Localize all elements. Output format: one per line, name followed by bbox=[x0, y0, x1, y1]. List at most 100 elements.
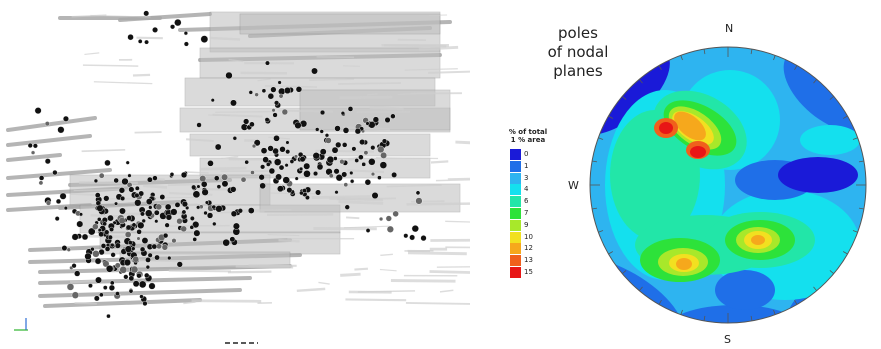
working-segment bbox=[340, 274, 360, 275]
working-segment bbox=[339, 202, 384, 204]
working-segment bbox=[309, 79, 354, 80]
mine-tunnel bbox=[8, 155, 60, 160]
seismic-event bbox=[144, 273, 149, 278]
seismic-event bbox=[90, 247, 94, 251]
working-segment bbox=[133, 75, 150, 76]
seismic-event bbox=[92, 250, 99, 257]
seismic-event bbox=[325, 138, 331, 144]
seismic-event bbox=[110, 243, 114, 247]
seismic-event bbox=[103, 286, 107, 290]
seismic-event bbox=[201, 181, 207, 187]
seismic-event bbox=[106, 265, 113, 272]
seismic-event bbox=[355, 128, 361, 134]
seismic-event bbox=[386, 216, 392, 222]
seismic-event bbox=[366, 228, 370, 232]
working-segment bbox=[75, 303, 97, 304]
seismic-event bbox=[149, 283, 156, 290]
seismic-event bbox=[72, 263, 77, 268]
compass-south-label: S bbox=[724, 333, 731, 346]
working-segment bbox=[210, 38, 241, 40]
seismic-event bbox=[107, 215, 113, 221]
seismic-event bbox=[243, 119, 249, 125]
seismic-event bbox=[197, 185, 201, 189]
seismic-event bbox=[193, 191, 200, 198]
seismic-event bbox=[160, 194, 165, 199]
seismic-event bbox=[131, 247, 135, 251]
seismic-event bbox=[115, 263, 120, 268]
seismic-event bbox=[205, 201, 209, 205]
seismic-event bbox=[129, 187, 135, 193]
seismic-event bbox=[362, 162, 366, 166]
seismic-event bbox=[35, 107, 42, 114]
seismic-event bbox=[223, 239, 230, 246]
seismic-event bbox=[45, 158, 50, 163]
seismic-event bbox=[133, 256, 139, 262]
seismic-event bbox=[302, 188, 306, 192]
seismic-event bbox=[74, 271, 80, 277]
seismic-event bbox=[222, 181, 228, 187]
seismic-event bbox=[132, 223, 136, 227]
seismic-event bbox=[311, 68, 317, 74]
seismic-event bbox=[170, 209, 177, 216]
seismic-event bbox=[366, 122, 370, 126]
seismic-event bbox=[340, 159, 345, 164]
seismic-event bbox=[109, 285, 115, 291]
seismic-event bbox=[313, 152, 320, 159]
mine-workings-canvas bbox=[0, 0, 470, 345]
working-segment bbox=[94, 82, 152, 84]
seismic-event bbox=[201, 36, 208, 43]
seismic-event bbox=[380, 152, 386, 158]
seismic-event bbox=[196, 205, 200, 209]
seismic-event bbox=[303, 170, 310, 177]
seismic-event bbox=[146, 198, 152, 204]
seismic-event bbox=[94, 179, 98, 183]
working-segment bbox=[370, 107, 404, 109]
seismic-event bbox=[250, 170, 254, 174]
working-segment bbox=[83, 65, 138, 66]
seismic-event bbox=[136, 273, 141, 278]
seismic-event bbox=[33, 144, 38, 149]
seismic-event bbox=[98, 228, 102, 232]
seismic-event bbox=[263, 157, 269, 163]
seismic-event bbox=[154, 255, 159, 260]
seismic-event bbox=[166, 214, 172, 220]
seismic-event bbox=[241, 177, 246, 182]
seismic-event bbox=[412, 225, 419, 232]
seismic-event bbox=[315, 190, 321, 196]
legend-tick-label: 13 bbox=[524, 256, 533, 265]
seismic-event bbox=[62, 245, 67, 250]
seismic-event bbox=[335, 126, 341, 132]
seismic-event bbox=[120, 266, 127, 273]
legend-tick-label: 15 bbox=[524, 268, 533, 277]
working-segment bbox=[407, 204, 470, 205]
seismic-event bbox=[249, 122, 254, 127]
seismic-event bbox=[119, 208, 125, 214]
legend-title-line2: 1 % area bbox=[498, 136, 558, 144]
seismic-event bbox=[255, 93, 259, 97]
seismic-event bbox=[85, 253, 92, 260]
seismic-event bbox=[268, 93, 274, 99]
seismic-event bbox=[334, 168, 340, 174]
seismic-event bbox=[260, 165, 265, 170]
seismic-event bbox=[341, 111, 345, 115]
working-segment bbox=[228, 272, 272, 273]
seismic-event bbox=[95, 277, 101, 283]
seismic-event bbox=[248, 208, 254, 214]
seismic-event bbox=[275, 174, 281, 180]
seismic-event bbox=[274, 159, 281, 166]
working-segment bbox=[215, 112, 275, 113]
working-segment bbox=[84, 53, 99, 55]
seismic-event bbox=[142, 219, 146, 223]
working-segment bbox=[380, 269, 397, 270]
seismic-event bbox=[52, 170, 57, 175]
seismic-event bbox=[279, 94, 283, 98]
seismic-event bbox=[156, 244, 161, 249]
seismic-event bbox=[379, 217, 383, 221]
working-segment bbox=[338, 83, 401, 84]
seismic-event bbox=[349, 171, 353, 175]
seismic-event bbox=[327, 156, 334, 163]
seismic-event bbox=[265, 61, 269, 65]
seismic-event bbox=[217, 185, 221, 189]
seismic-event bbox=[320, 149, 326, 155]
working-segment bbox=[312, 197, 371, 198]
